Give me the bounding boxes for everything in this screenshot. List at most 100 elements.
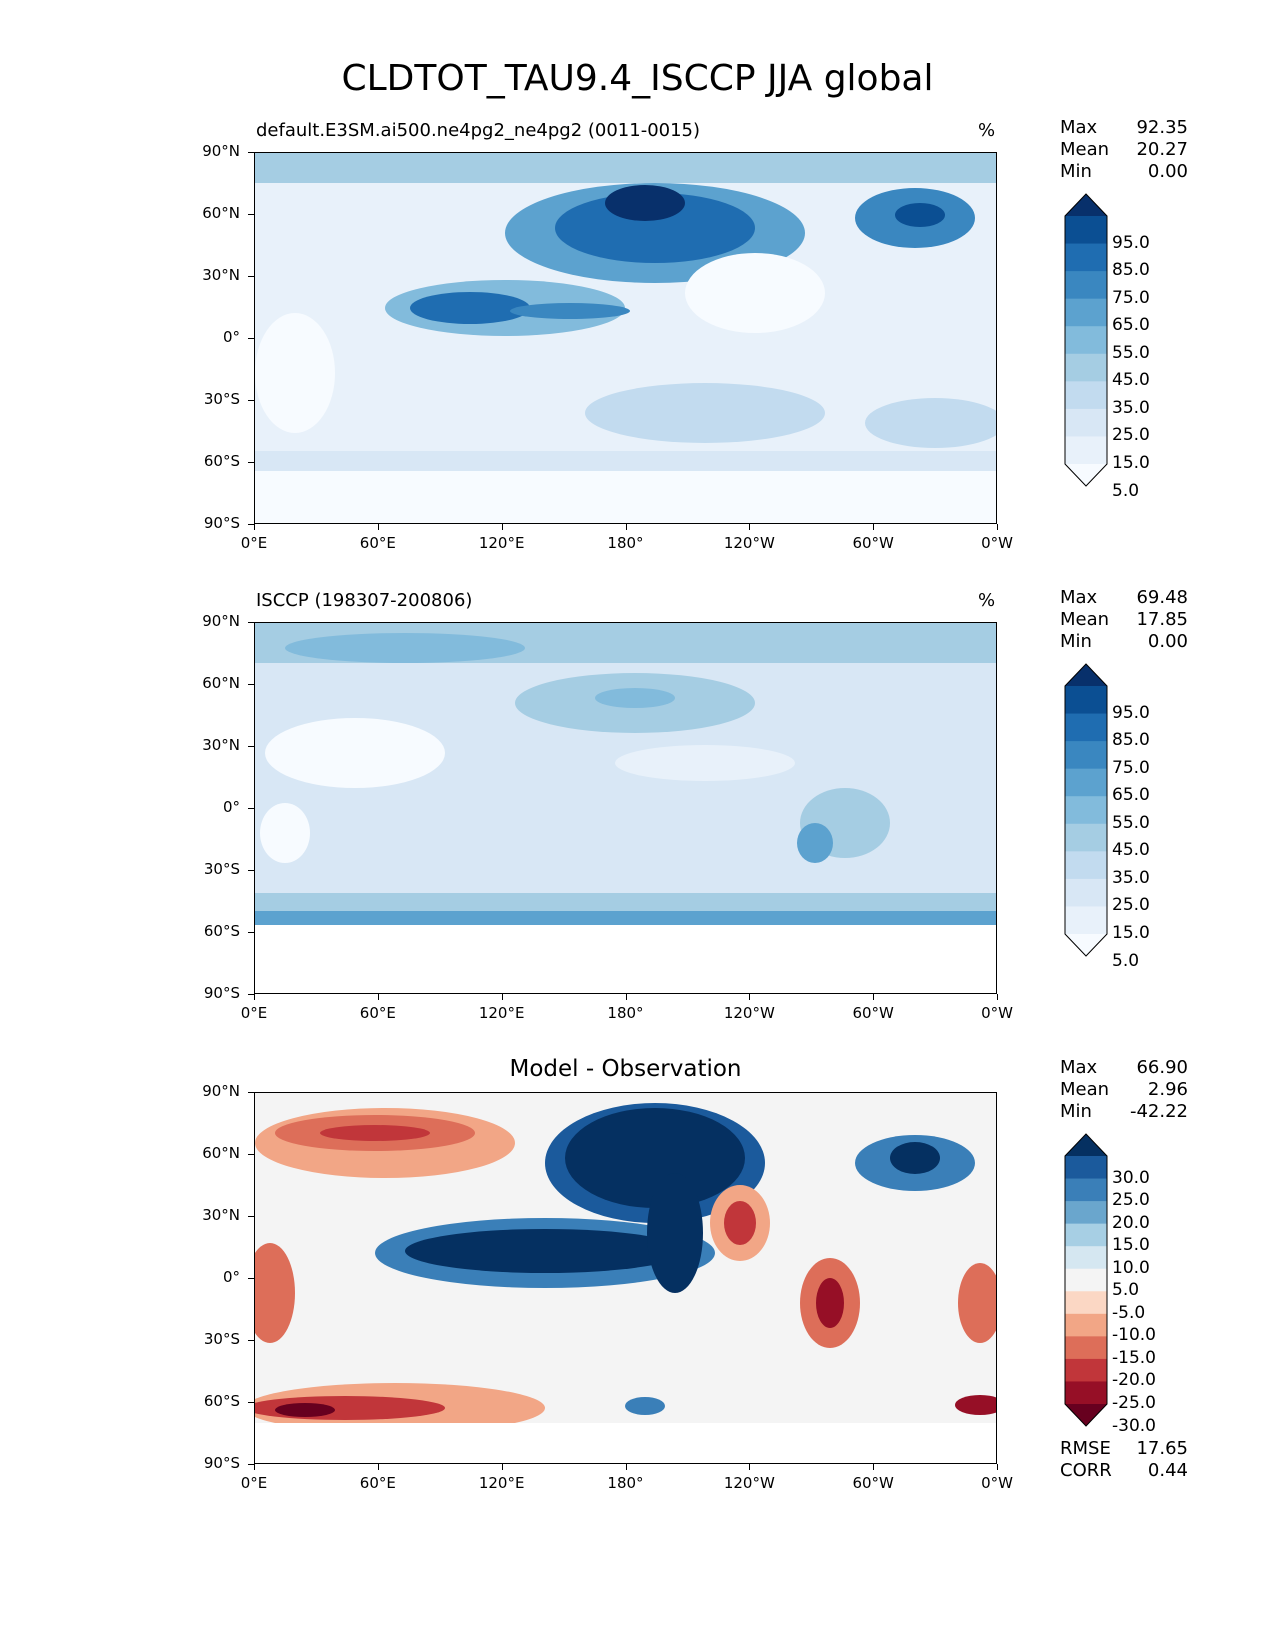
x-tick-label: 120°E xyxy=(478,1004,525,1022)
x-tick-mark xyxy=(625,994,627,1000)
x-tick-label: 120°E xyxy=(478,534,525,552)
y-tick-label: 90°N xyxy=(202,142,240,160)
corr-value: 0.44 xyxy=(1147,1460,1188,1481)
colorbar-segment xyxy=(1065,216,1107,245)
y-tick-mark xyxy=(248,400,254,401)
y-tick-mark xyxy=(248,1340,254,1341)
y-tick-label: 60°S xyxy=(203,1392,240,1410)
y-tick-label: 30°S xyxy=(203,390,240,408)
corr-label: CORR xyxy=(1060,1460,1112,1481)
x-tick-label: 60°E xyxy=(359,1004,396,1022)
colorbar-tick-label: 65.0 xyxy=(1112,785,1150,806)
colorbar-segment xyxy=(1065,1358,1107,1382)
stat-max-label: Max xyxy=(1060,1057,1098,1078)
figure-title: CLDTOT_TAU9.4_ISCCP JJA global xyxy=(341,58,934,99)
y-tick-label: 90°N xyxy=(202,1082,240,1100)
x-tick-label: 180° xyxy=(607,1004,644,1022)
colorbar-tick-label: 25.0 xyxy=(1112,895,1150,916)
stat-max-value: 69.48 xyxy=(1136,587,1188,608)
y-tick-mark xyxy=(248,152,254,153)
x-tick-label: 0°E xyxy=(240,534,268,552)
stat-min-value: 0.00 xyxy=(1147,631,1188,652)
colorbar-segment xyxy=(1065,298,1107,327)
panel-title: Model - Observation xyxy=(509,1056,742,1082)
y-tick-mark xyxy=(248,338,254,339)
colorbar-tick-label: 45.0 xyxy=(1112,840,1150,861)
colorbar-tick-label: 15.0 xyxy=(1112,923,1150,943)
stat-max-label: Max xyxy=(1060,587,1098,608)
colorbar-tick-label: 5.0 xyxy=(1112,1280,1140,1301)
colorbar-segment xyxy=(1065,1201,1107,1225)
colorbar-tick-label: 25.0 xyxy=(1112,425,1150,446)
stat-mean-row: Mean 17.85 xyxy=(1060,609,1188,631)
colorbar-outline xyxy=(1064,1133,1108,1427)
colorbar-segment xyxy=(1065,823,1107,852)
y-tick-label: 60°S xyxy=(203,452,240,470)
colorbar-extend-max xyxy=(1065,1134,1107,1156)
x-tick-mark xyxy=(501,994,503,1000)
colorbar-tick-label: 25.0 xyxy=(1112,1190,1150,1211)
y-tick-mark xyxy=(248,1464,254,1465)
colorbar-extend-min xyxy=(1065,1404,1107,1426)
y-tick-mark xyxy=(248,932,254,933)
x-tick-mark xyxy=(749,1464,751,1470)
stat-min-row: Min 0.00 xyxy=(1060,161,1188,183)
stat-max-value: 92.35 xyxy=(1136,117,1188,138)
stats-block: Max 92.35 Mean 20.27 Min 0.00 xyxy=(1060,117,1188,183)
map-plot-difference[interactable] xyxy=(254,1092,997,1464)
map-plot-observation[interactable] xyxy=(254,622,997,994)
stat-mean-row: Mean 2.96 xyxy=(1060,1079,1188,1101)
x-tick-label: 60°E xyxy=(359,534,396,552)
colorbar-tick-label: 10.0 xyxy=(1112,1257,1150,1278)
x-tick-mark xyxy=(749,524,751,530)
y-tick-label: 90°N xyxy=(202,612,240,630)
colorbar-segment xyxy=(1065,436,1107,465)
colorbar-segment xyxy=(1065,1336,1107,1360)
stats-block: Max 69.48 Mean 17.85 Min 0.00 xyxy=(1060,587,1188,653)
panel-units: % xyxy=(978,120,996,141)
x-tick-mark xyxy=(254,994,255,1000)
colorbar-tick-label: 75.0 xyxy=(1112,757,1150,778)
panel-title: default.E3SM.ai500.ne4pg2_ne4pg2 (0011-0… xyxy=(256,120,701,141)
stat-min-label: Min xyxy=(1060,161,1092,182)
stat-mean-label: Mean xyxy=(1060,1079,1110,1100)
colorbar-tick-label: 15.0 xyxy=(1112,1235,1150,1256)
y-tick-label: 30°N xyxy=(202,266,240,284)
y-tick-label: 60°N xyxy=(202,204,240,222)
x-tick-label: 120°W xyxy=(723,1004,775,1022)
stat-max-row: Max 66.90 xyxy=(1060,1057,1188,1079)
y-tick-label: 0° xyxy=(222,798,240,816)
x-tick-label: 180° xyxy=(607,1474,644,1492)
colorbar-segment xyxy=(1065,1223,1107,1247)
x-tick-mark xyxy=(997,994,998,1000)
panel-units: % xyxy=(978,590,996,611)
y-tick-mark xyxy=(248,276,254,277)
colorbar-segment xyxy=(1065,1156,1107,1180)
x-tick-label: 60°E xyxy=(359,1474,396,1492)
y-tick-mark xyxy=(248,746,254,747)
y-tick-label: 30°S xyxy=(203,860,240,878)
x-tick-label: 180° xyxy=(607,534,644,552)
rmse-value: 17.65 xyxy=(1136,1438,1188,1459)
stats-block: Max 66.90 Mean 2.96 Min -42.22 xyxy=(1060,1057,1188,1123)
x-tick-label: 60°W xyxy=(852,1004,894,1022)
colorbar-segment xyxy=(1065,906,1107,935)
colorbar-tick-label: 30.0 xyxy=(1112,1167,1150,1188)
colorbar-tick-label: 5.0 xyxy=(1112,950,1140,971)
y-tick-label: 90°S xyxy=(203,1454,240,1472)
colorbar-segment xyxy=(1065,1313,1107,1337)
map-field-observation xyxy=(255,623,996,993)
colorbar-tick-label: 85.0 xyxy=(1112,260,1150,281)
colorbar-tick-label: 75.0 xyxy=(1112,287,1150,308)
x-tick-mark xyxy=(873,524,875,530)
stat-max-value: 66.90 xyxy=(1136,1057,1188,1078)
y-tick-label: 90°S xyxy=(203,984,240,1002)
x-tick-label: 120°W xyxy=(723,1474,775,1492)
map-plot-model[interactable] xyxy=(254,152,997,524)
colorbar-segment xyxy=(1065,686,1107,715)
x-tick-mark xyxy=(873,1464,875,1470)
colorbar-tick-label: -15.0 xyxy=(1112,1347,1156,1368)
stat-min-label: Min xyxy=(1060,631,1092,652)
y-tick-mark xyxy=(248,1216,254,1217)
stat-mean-label: Mean xyxy=(1060,139,1110,160)
